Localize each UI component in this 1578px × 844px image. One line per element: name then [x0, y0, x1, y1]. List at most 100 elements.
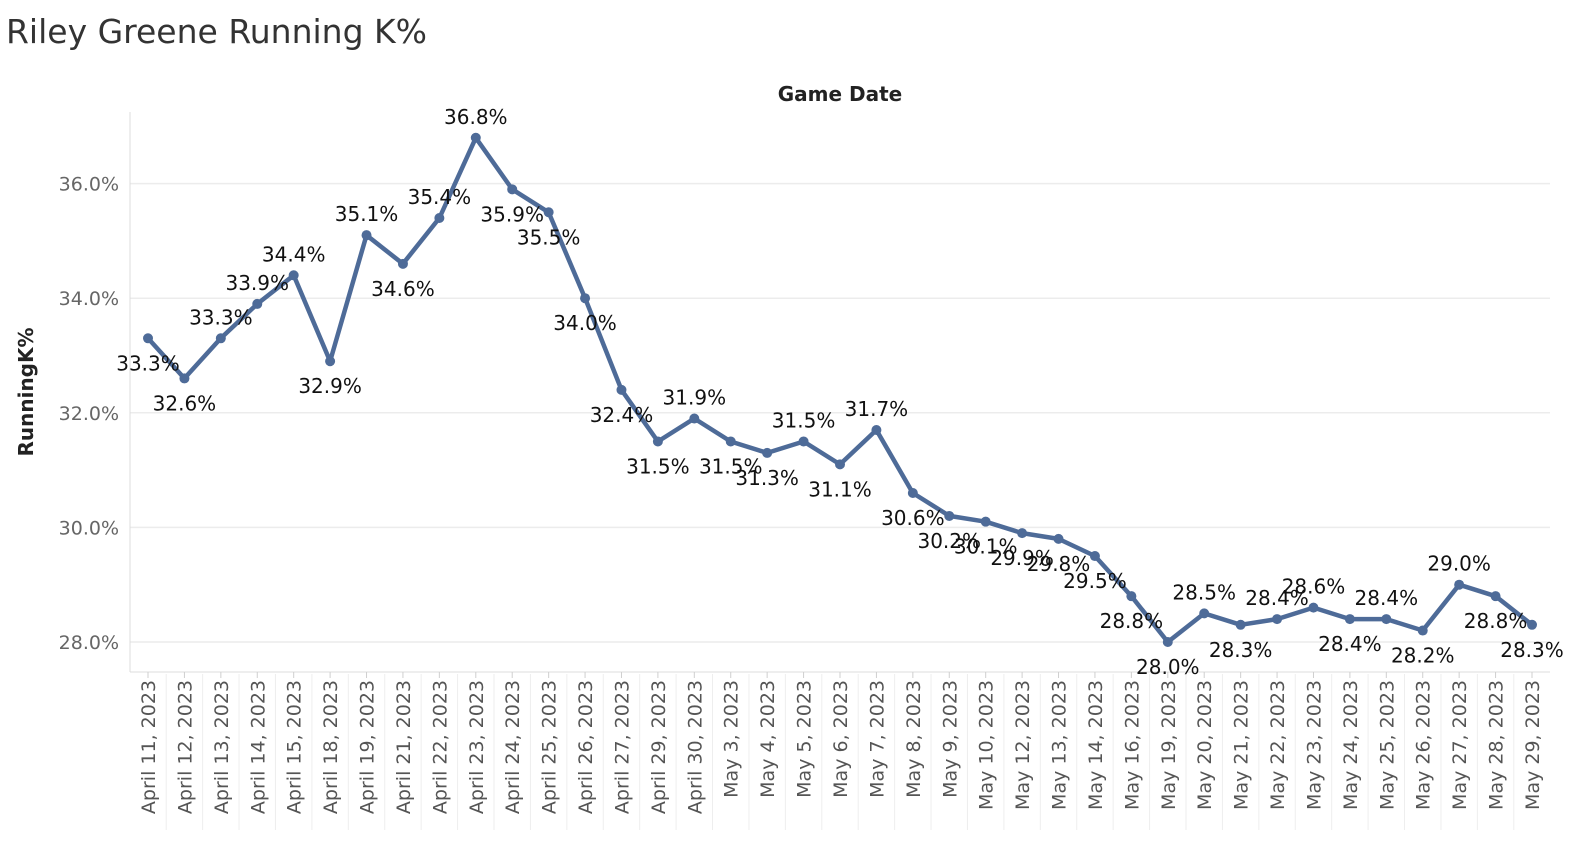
- data-point: [215, 333, 226, 344]
- data-point: [652, 436, 663, 447]
- data-point: [1272, 614, 1283, 625]
- data-point: [361, 230, 372, 241]
- data-point: [1454, 579, 1465, 590]
- data-point: [1089, 551, 1100, 562]
- x-tick-label: April 29, 2023: [648, 680, 670, 814]
- data-point: [179, 373, 190, 384]
- data-label: 31.7%: [845, 397, 909, 421]
- x-tick-label: May 28, 2023: [1486, 680, 1508, 810]
- data-point: [1417, 625, 1428, 636]
- chart-title: Riley Greene Running K%: [6, 12, 428, 51]
- data-point: [1527, 619, 1537, 630]
- data-label: 31.3%: [735, 466, 799, 490]
- data-point: [325, 356, 336, 367]
- data-label: 33.9%: [225, 271, 289, 295]
- x-tick-label: May 21, 2023: [1231, 680, 1253, 810]
- data-point: [871, 424, 882, 435]
- x-tick-label: April 18, 2023: [320, 680, 342, 814]
- x-tick-label: April 25, 2023: [539, 680, 561, 814]
- data-point: [1344, 614, 1355, 625]
- x-tick-label: April 14, 2023: [247, 680, 269, 814]
- data-label: 30.2%: [917, 529, 981, 553]
- x-tick-label: April 15, 2023: [284, 680, 306, 814]
- data-label: 28.0%: [1136, 655, 1200, 679]
- x-tick-label: May 4, 2023: [757, 680, 779, 798]
- x-tick-label: May 5, 2023: [794, 680, 816, 798]
- axes: [129, 112, 1550, 830]
- data-point: [1126, 591, 1137, 602]
- x-tick-label: May 6, 2023: [830, 680, 852, 798]
- data-label: 28.2%: [1391, 644, 1455, 668]
- x-tick-label: May 3, 2023: [721, 680, 743, 798]
- data-label: 28.3%: [1500, 638, 1564, 662]
- x-tick-label: May 9, 2023: [939, 680, 961, 798]
- data-point: [689, 413, 700, 424]
- data-labels: 33.3% 32.6% 33.3% 33.9% 34.4% 32.9% 35.1% 34.6%…: [116, 105, 1564, 679]
- x-tick-labels: April 11, 2023 April 12, 2023 April 13, 20…: [138, 680, 1544, 814]
- data-point: [798, 436, 809, 447]
- data-point: [944, 510, 955, 521]
- data-label: 32.6%: [153, 391, 217, 415]
- x-tick-label: April 11, 2023: [138, 680, 160, 814]
- data-point: [288, 270, 299, 281]
- x-tick-label: April 24, 2023: [502, 680, 524, 814]
- x-tick-label: May 23, 2023: [1303, 680, 1325, 810]
- data-label: 31.5%: [699, 454, 763, 478]
- data-point: [1308, 602, 1319, 613]
- data-label: 34.0%: [553, 311, 617, 335]
- y-tick-label: 34.0%: [59, 288, 119, 310]
- data-label: 34.6%: [371, 277, 435, 301]
- data-label: 32.9%: [298, 374, 362, 398]
- x-tick-label: May 19, 2023: [1158, 680, 1180, 810]
- data-point: [434, 212, 445, 223]
- x-tick-label: April 23, 2023: [466, 680, 488, 814]
- data-label: 29.9%: [990, 546, 1054, 570]
- data-label: 31.5%: [626, 454, 690, 478]
- data-point: [580, 293, 591, 304]
- data-label: 35.4%: [408, 185, 472, 209]
- data-label: 28.4%: [1245, 586, 1309, 610]
- x-tick-label: May 25, 2023: [1376, 680, 1398, 810]
- x-tick-label: April 22, 2023: [429, 680, 451, 814]
- x-tick-label: May 16, 2023: [1121, 680, 1143, 810]
- data-point: [1162, 637, 1173, 647]
- data-point: [1017, 528, 1028, 539]
- x-tick-label: May 26, 2023: [1413, 680, 1435, 810]
- x-tick-label: May 7, 2023: [866, 680, 888, 798]
- y-tick-label: 32.0%: [59, 403, 119, 425]
- data-points: [143, 132, 1537, 647]
- data-label: 29.8%: [1027, 552, 1091, 576]
- data-point: [835, 459, 845, 470]
- x-tick-label: May 12, 2023: [1012, 680, 1034, 810]
- data-label: 28.4%: [1355, 586, 1419, 610]
- data-point: [725, 436, 736, 447]
- data-label: 28.3%: [1209, 638, 1273, 662]
- data-point: [1381, 614, 1392, 625]
- data-label: 28.8%: [1100, 609, 1164, 633]
- x-tick-label: April 19, 2023: [357, 680, 379, 814]
- x-tick-label: April 12, 2023: [174, 680, 196, 814]
- x-tick-label: May 20, 2023: [1194, 680, 1216, 810]
- data-label: 32.4%: [590, 403, 654, 427]
- data-point: [397, 258, 408, 269]
- y-tick-label: 36.0%: [59, 174, 119, 196]
- data-point: [1199, 608, 1210, 619]
- x-tick-label: April 21, 2023: [393, 680, 415, 814]
- x-tick-label: April 26, 2023: [575, 680, 597, 814]
- data-label: 31.9%: [663, 386, 727, 410]
- data-point: [1053, 533, 1064, 544]
- data-point: [907, 488, 918, 499]
- data-label: 30.1%: [954, 535, 1018, 559]
- x-tick-label: May 14, 2023: [1085, 680, 1107, 810]
- x-tick-label: May 22, 2023: [1267, 680, 1289, 810]
- data-label: 28.4%: [1318, 632, 1382, 656]
- y-tick-label: 30.0%: [59, 517, 119, 539]
- data-label: 30.6%: [881, 506, 945, 530]
- data-label: 34.4%: [262, 242, 326, 266]
- data-point: [1235, 619, 1246, 630]
- y-tick-labels: 28.0% 30.0% 32.0% 34.0% 36.0%: [59, 174, 119, 654]
- data-point: [1490, 591, 1501, 602]
- data-label: 28.6%: [1282, 575, 1346, 599]
- data-label: 29.0%: [1427, 552, 1491, 576]
- data-label: 28.8%: [1464, 609, 1528, 633]
